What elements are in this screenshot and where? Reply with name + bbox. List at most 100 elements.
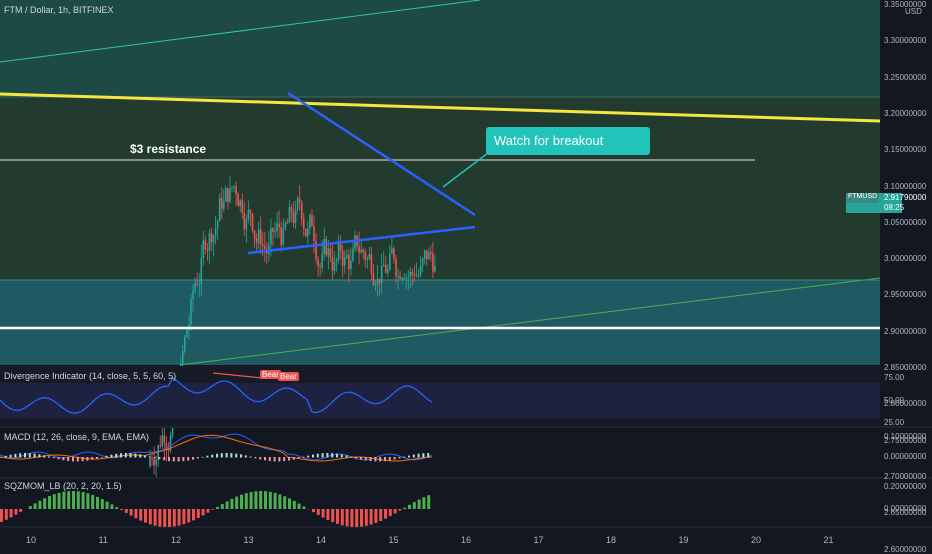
sqzmom-bar (250, 492, 253, 509)
candle-body (346, 255, 348, 258)
macd-histogram-bar (120, 453, 122, 457)
candle-body (393, 248, 395, 258)
sqzmom-bar (293, 501, 296, 509)
sqzmom-bar (370, 509, 373, 525)
sqzmom-bar (130, 509, 133, 516)
macd-histogram-bar (115, 454, 117, 458)
sqzmom-bar (149, 509, 152, 524)
macd-histogram-bar (110, 455, 112, 458)
candle-body (377, 279, 379, 284)
macd-histogram-bar (53, 457, 55, 458)
macd-histogram-bar (154, 457, 156, 458)
breakout-callout[interactable]: Watch for breakout (486, 127, 650, 155)
macd-histogram-bar (336, 454, 338, 458)
candle-body (395, 259, 397, 276)
candle-body (192, 290, 194, 299)
candle-body (389, 254, 391, 269)
macd-histogram-bar (82, 457, 84, 461)
indicator-tick: 0.20000000 (884, 482, 926, 491)
candle-body (235, 186, 237, 194)
sqzmom-bar (67, 491, 70, 509)
candle-body (309, 215, 311, 229)
sqzmom-bar (278, 494, 281, 509)
price-tick: 3.35000000 (884, 0, 926, 9)
divergence-label: Divergence Indicator (14, close, 5, 5, 6… (4, 371, 176, 381)
candle-body (164, 435, 166, 443)
sqzmom-bar (163, 509, 166, 527)
candle-body (223, 202, 225, 209)
macd-histogram-bar (91, 457, 93, 460)
sqzmom-bar (403, 508, 406, 509)
sqzmom-bar (187, 509, 190, 522)
macd-histogram-bar (230, 453, 232, 457)
candle-body (381, 266, 383, 283)
sqzmom-bar (38, 501, 41, 509)
macd-histogram-bar (96, 457, 98, 459)
macd-histogram-bar (48, 456, 50, 457)
candle-body (367, 259, 369, 260)
candle-body (239, 200, 241, 206)
macd-histogram-bar (384, 457, 386, 461)
candle-body (186, 330, 188, 337)
candle-body (424, 250, 426, 258)
sqzmom-bar (110, 504, 113, 509)
price-tick: 2.60000000 (884, 545, 926, 554)
candle-body (293, 212, 295, 223)
candle-body (405, 278, 407, 279)
candle-body (231, 187, 233, 188)
macd-histogram-bar (350, 457, 352, 458)
candle-body (416, 275, 418, 276)
sqzmom-bar (288, 498, 291, 509)
macd-histogram-bar (413, 455, 415, 458)
indicator-tick: 0.00000000 (884, 504, 926, 513)
candle-body (430, 252, 432, 253)
macd-histogram-bar (0, 457, 2, 458)
macd-histogram-bar (182, 457, 184, 461)
macd-histogram-bar (264, 457, 266, 460)
sqzmom-bar (19, 509, 22, 512)
candle-body (252, 214, 254, 231)
macd-histogram-bar (355, 457, 357, 458)
macd-histogram-bar (307, 456, 309, 458)
sqzmom-bar (379, 509, 382, 521)
macd-histogram-bar (226, 453, 228, 457)
candle-body (149, 458, 151, 466)
sqzmom-bar (144, 509, 147, 523)
candle-body (155, 460, 157, 466)
candle-body (264, 246, 266, 249)
sqzmom-bar (346, 509, 349, 526)
price-tick: 3.05000000 (884, 218, 926, 227)
time-tick: 13 (244, 535, 254, 545)
sqzmom-bar (197, 509, 200, 518)
macd-histogram-bar (259, 457, 261, 459)
candle-body (159, 445, 161, 446)
sqzmom-bar (394, 509, 397, 513)
macd-histogram-bar (341, 454, 343, 457)
macd-histogram-bar (408, 456, 410, 458)
sqzmom-bar (168, 509, 171, 527)
time-tick: 12 (171, 535, 181, 545)
price-tick: 3.25000000 (884, 73, 926, 82)
candle-body (319, 266, 321, 267)
sqzmom-bar (216, 507, 219, 509)
sqzmom-bar (283, 496, 286, 509)
candle-body (358, 246, 360, 253)
candle-body (194, 283, 196, 290)
band-top (0, 0, 880, 97)
sqzmom-bar (134, 509, 137, 518)
sqzmom-bar (154, 509, 157, 526)
candle-body (280, 227, 282, 245)
macd-histogram-bar (254, 457, 256, 458)
macd-histogram-bar (77, 457, 79, 461)
macd-histogram-bar (418, 454, 420, 458)
candle-body (256, 239, 258, 243)
candle-body (364, 252, 366, 260)
sqzmom-bar (312, 509, 315, 512)
price-tick: 3.10000000 (884, 182, 926, 191)
candle-body (299, 198, 301, 202)
candle-body (153, 459, 155, 466)
sqzmom-bar (72, 491, 75, 509)
sqzmom-bar (350, 509, 353, 527)
